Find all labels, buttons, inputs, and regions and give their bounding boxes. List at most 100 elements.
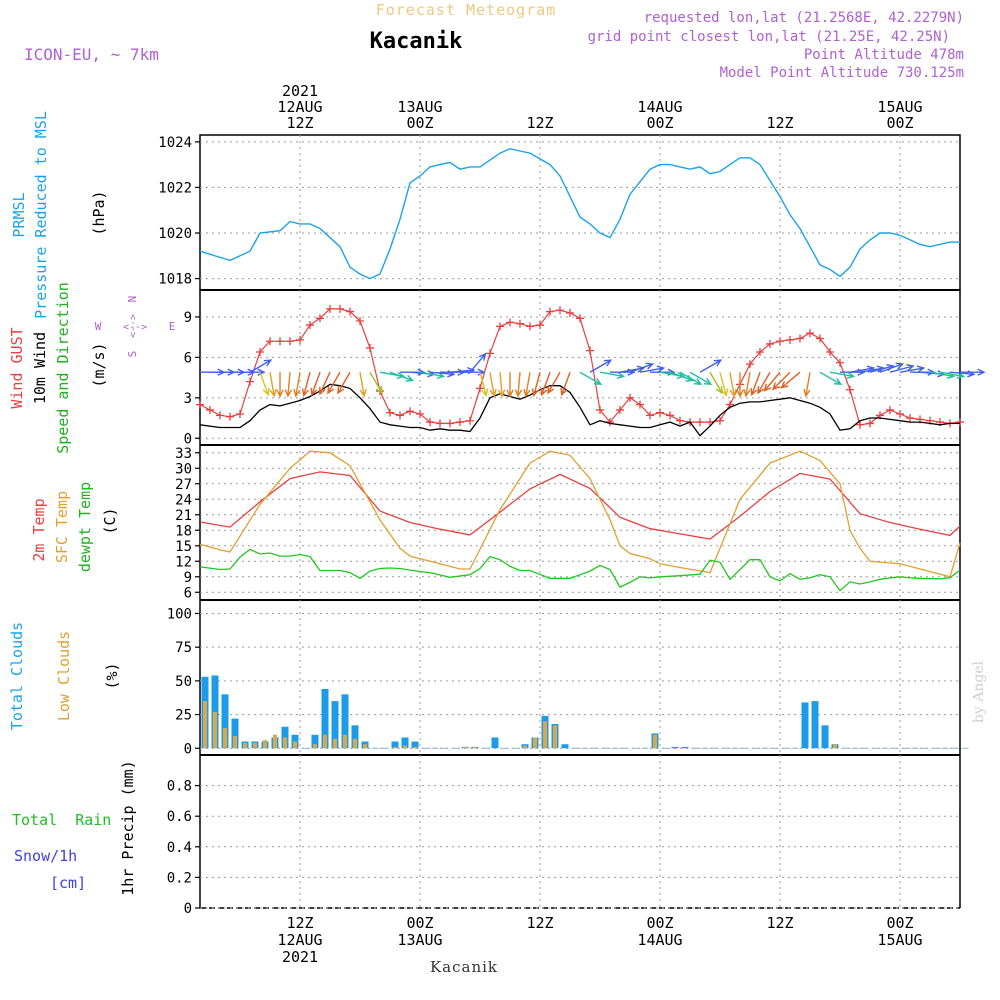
wind-arrow xyxy=(699,359,723,373)
y-tick-label: 0 xyxy=(184,431,192,447)
low-cloud-bar xyxy=(213,711,217,749)
y-tick-label: 9 xyxy=(184,310,192,326)
panel-4-layer: 0 0.2 0.4 0.6 0.8 xyxy=(167,755,960,917)
wind-arrow xyxy=(899,365,926,373)
low-cloud-bar xyxy=(253,742,257,749)
wind-arrow xyxy=(736,372,744,398)
total-cloud-bar xyxy=(681,746,689,749)
c-unit-label: (C) xyxy=(101,507,119,534)
credit-label: by Angel xyxy=(971,660,987,723)
low-cloud-bar xyxy=(343,734,347,749)
wind-arrow xyxy=(743,372,751,398)
hpa-unit-label: (hPa) xyxy=(90,190,108,235)
gust-marker xyxy=(696,418,704,427)
wind-arrow xyxy=(523,372,531,398)
top-time-label: 00Z xyxy=(406,114,433,132)
total-clouds-label: Total Clouds xyxy=(8,622,26,730)
bottom-time-label: 15AUG xyxy=(877,931,922,949)
wind-arrow xyxy=(479,372,489,397)
low-cloud-bar xyxy=(553,725,557,749)
wind-arrow xyxy=(547,371,561,395)
y-tick-label: 1018 xyxy=(158,272,192,288)
wind-arrow xyxy=(719,372,729,397)
y-tick-label: 1022 xyxy=(158,180,192,196)
gust-marker xyxy=(536,321,544,330)
gust-marker xyxy=(476,384,484,393)
temp-labels: 2m Temp SFC Temp dewpt Temp (C) xyxy=(30,482,119,572)
pressure-line xyxy=(199,147,960,280)
gust-marker xyxy=(276,337,284,346)
gust-marker xyxy=(526,322,534,331)
sfc-temp-label: SFC Temp xyxy=(53,491,71,563)
t2m-line xyxy=(199,471,961,540)
y-tick-label: 0.2 xyxy=(167,870,192,886)
gust-label: Wind GUST xyxy=(8,327,26,408)
wind-arrow xyxy=(497,372,506,398)
gust-marker xyxy=(516,319,524,328)
model-label: ICON-EU, ~ 7km xyxy=(24,45,159,64)
gust-marker xyxy=(236,410,244,418)
gust-marker xyxy=(456,418,464,427)
gust-marker xyxy=(246,377,254,386)
footer-location: Kacanik xyxy=(430,958,498,976)
wind-arrow xyxy=(540,371,551,397)
gust-marker xyxy=(566,308,574,317)
wind-arrow xyxy=(269,372,277,398)
chart-layers: 1018102010221024036969121518212427303302… xyxy=(158,82,986,966)
wind-arrow xyxy=(319,371,331,396)
y-tick-label: 30 xyxy=(175,461,192,477)
gust-marker xyxy=(656,408,664,417)
gust-marker xyxy=(386,408,394,417)
total-cloud-bar xyxy=(411,741,419,749)
gust-marker xyxy=(576,314,584,323)
gust-marker xyxy=(366,343,374,352)
low-cloud-bar xyxy=(463,746,467,749)
wind-arrow xyxy=(369,371,383,395)
gust-marker xyxy=(416,410,424,418)
y-tick-label: 0 xyxy=(184,901,192,917)
gust-marker xyxy=(816,334,824,343)
gust-marker xyxy=(466,416,474,425)
total-cloud-bar xyxy=(221,694,229,749)
compass-horizontal-arrow: <--> xyxy=(123,322,147,333)
gust-marker xyxy=(836,358,844,367)
low-cloud-bar xyxy=(393,746,397,749)
gust-marker xyxy=(196,400,204,409)
wind-arrow xyxy=(337,371,351,395)
y-tick-label: 1024 xyxy=(158,135,192,151)
low-cloud-bar xyxy=(243,742,247,749)
wind-arrow xyxy=(889,364,915,373)
bottom-time-label: 12AUG xyxy=(277,931,322,949)
pct-unit-label: (%) xyxy=(103,662,121,689)
info-line-1: requested lon,lat (21.2568E, 42.2279N) xyxy=(644,10,964,26)
low-cloud-bar xyxy=(323,734,327,749)
gust-marker xyxy=(866,419,874,428)
wind-arrow xyxy=(689,371,713,386)
wind-line xyxy=(199,383,960,437)
sfc-temp-line xyxy=(199,450,961,578)
total-cloud-bar xyxy=(391,741,399,749)
total-cloud-bar xyxy=(321,688,329,749)
compass-icon: N S W E <--> <--> xyxy=(95,296,176,358)
low-cloud-bar xyxy=(523,745,527,749)
gust-marker xyxy=(806,329,814,338)
total-cloud-bar xyxy=(341,694,349,749)
total-cloud-bar xyxy=(811,701,819,749)
wind-labels: Wind GUST 10m Wind Speed and Direction (… xyxy=(8,282,175,454)
wind-arrow xyxy=(514,372,523,398)
gust-marker xyxy=(616,405,624,414)
low-cloud-bar xyxy=(413,746,417,749)
wind-arrow xyxy=(240,368,266,376)
y-tick-label: 15 xyxy=(175,539,192,555)
gust-marker xyxy=(316,314,324,323)
low-cloud-bar xyxy=(203,701,207,749)
wind10m-label: 10m Wind xyxy=(31,332,49,404)
compass-vertical-arrow: <--> xyxy=(128,314,139,338)
wind-arrow xyxy=(531,372,541,397)
info-line-3: Point Altitude 478m xyxy=(804,47,964,63)
y-tick-label: 12 xyxy=(175,554,192,570)
cloud-labels: Total Clouds Low Clouds (%) xyxy=(8,622,121,730)
panel-0-layer: 1018 1020 1022 1024 xyxy=(158,135,960,290)
wind-arrow xyxy=(803,372,811,398)
gust-marker xyxy=(556,306,564,315)
